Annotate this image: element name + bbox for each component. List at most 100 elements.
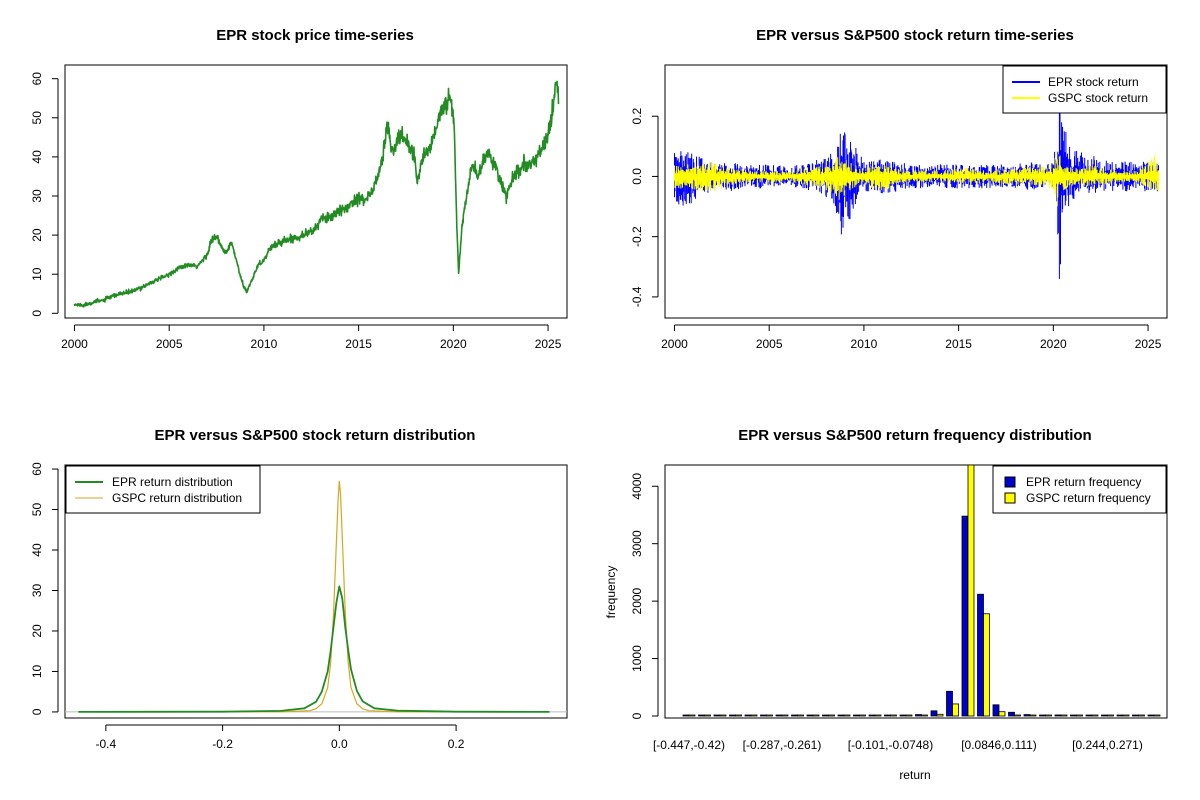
distribution-x-tick-label: 0.2 — [448, 737, 465, 751]
gspc-frequency-bar — [704, 714, 711, 717]
frequency-x-tick-label: [0.0846,0.111) — [961, 738, 1037, 752]
epr-frequency-bar — [961, 515, 969, 717]
gspc-frequency-bar — [688, 714, 696, 717]
legend-label-epr-return: EPR stock return — [1048, 75, 1139, 89]
price-x-tick-label: 2000 — [61, 337, 88, 351]
frequency-y-axis-label: frequency — [604, 566, 618, 619]
legend-swatch-gspc-frequency — [1004, 492, 1016, 504]
gspc-frequency-bar — [859, 714, 866, 717]
epr-frequency-bar — [698, 714, 705, 717]
distribution-y-tick-label: 60 — [30, 462, 44, 476]
price-plot-box — [64, 64, 568, 319]
gspc-frequency-bar — [952, 703, 959, 717]
epr-frequency-bar — [744, 714, 752, 717]
legend-swatch-epr-frequency — [1004, 476, 1016, 488]
return-ts-chart-panel: EPR versus S&P500 stock return time-seri… — [630, 27, 1168, 351]
epr-frequency-bar — [1147, 714, 1155, 717]
epr-frequency-bar — [992, 704, 1000, 717]
frequency-y-tick-label: 4000 — [630, 473, 644, 500]
price-y-tick-label: 0 — [30, 310, 44, 317]
legend-label-epr-distribution: EPR return distribution — [112, 475, 233, 489]
gspc-frequency-bar — [1060, 714, 1068, 717]
epr-frequency-bar — [775, 714, 783, 717]
return-ts-y-tick-label: 0.0 — [630, 168, 644, 185]
epr-frequency-bar — [977, 593, 984, 717]
gspc-frequency-bar — [797, 714, 804, 717]
epr-frequency-bar — [899, 714, 907, 717]
gspc-frequency-bar — [905, 714, 913, 717]
epr-frequency-bar — [760, 714, 767, 717]
price-y-tick-label: 50 — [30, 111, 44, 125]
gspc-frequency-bar — [936, 713, 944, 717]
gspc-frequency-bar — [983, 613, 990, 717]
frequency-x-tick-label: [0.244,0.271) — [1072, 738, 1143, 752]
distribution-chart-title: EPR versus S&P500 stock return distribut… — [155, 427, 476, 444]
price-x-tick-label: 2010 — [251, 337, 278, 351]
gspc-frequency-bar — [967, 464, 975, 717]
distribution-y-tick-label: 10 — [30, 664, 44, 678]
gspc-frequency-bar — [1014, 714, 1021, 717]
return-ts-x-tick-label: 2010 — [851, 337, 878, 351]
price-y-tick-label: 40 — [30, 150, 44, 164]
distribution-x-tick-label: 0.0 — [331, 737, 348, 751]
gspc-frequency-bar — [828, 714, 835, 717]
gspc-frequency-bar — [1107, 714, 1114, 717]
return-ts-y-tick-label: -0.4 — [630, 286, 644, 307]
distribution-y-tick-label: 40 — [30, 543, 44, 557]
return-ts-chart-title: EPR versus S&P500 stock return time-seri… — [756, 27, 1074, 44]
frequency-x-tick-label: [-0.101,-0.0748) — [848, 738, 933, 752]
gspc-frequency-bar — [1029, 714, 1037, 717]
legend-label-gspc-return: GSPC stock return — [1048, 91, 1148, 105]
epr-return-series — [674, 98, 1159, 279]
epr-frequency-bar — [822, 714, 829, 717]
price-chart-panel: EPR stock price time-series 2000 2005 2010… — [30, 27, 568, 351]
price-chart-title: EPR stock price time-series — [216, 27, 414, 44]
gspc-frequency-bar — [843, 714, 851, 717]
epr-frequency-bar — [1101, 714, 1108, 717]
distribution-plot-box — [64, 464, 568, 719]
frequency-legend-box — [992, 465, 1167, 514]
legend-label-epr-frequency: EPR return frequency — [1026, 475, 1141, 489]
distribution-x-tick-label: -0.2 — [212, 737, 233, 751]
epr-price-line — [73, 80, 560, 308]
epr-frequency-bar — [1070, 714, 1077, 717]
frequency-y-tick-label: 1000 — [630, 645, 644, 672]
frequency-legend: EPR return frequency GSPC return frequen… — [992, 465, 1167, 514]
return-ts-x-tick-label: 2000 — [661, 337, 688, 351]
distribution-legend: EPR return distribution GSPC return dist… — [65, 465, 261, 514]
distribution-y-tick-label: 0 — [30, 708, 44, 715]
frequency-y-tick-label: 2000 — [630, 587, 644, 614]
epr-frequency-bar — [1008, 711, 1015, 717]
epr-frequency-bar — [713, 714, 721, 717]
return-ts-x-tick-label: 2020 — [1040, 337, 1067, 351]
epr-frequency-bar — [915, 714, 922, 717]
price-x-tick-label: 2025 — [535, 337, 562, 351]
epr-frequency-bar — [946, 690, 953, 717]
return-ts-y-tick-label: 0.2 — [630, 108, 644, 125]
epr-frequency-bar — [930, 710, 938, 717]
epr-frequency-bar — [837, 714, 845, 717]
epr-frequency-bar — [791, 714, 798, 717]
gspc-frequency-bar — [890, 714, 897, 717]
distribution-chart-panel: EPR versus S&P500 stock return distribut… — [30, 427, 568, 751]
distribution-y-tick-label: 20 — [30, 624, 44, 638]
frequency-chart-panel: EPR versus S&P500 return frequency distr… — [604, 427, 1168, 782]
gspc-frequency-bar — [812, 714, 820, 717]
epr-frequency-bar — [729, 714, 736, 717]
gspc-frequency-bar — [735, 714, 742, 717]
epr-frequency-bar — [1023, 714, 1031, 717]
frequency-x-tick-label: [-0.447,-0.42) — [653, 738, 725, 752]
gspc-frequency-bar — [998, 711, 1006, 717]
epr-frequency-bar — [868, 714, 876, 717]
return-ts-legend: EPR stock return GSPC stock return — [1002, 65, 1167, 114]
price-y-tick-label: 10 — [30, 267, 44, 281]
gspc-frequency-bar — [1122, 714, 1130, 717]
gspc-frequency-bar — [766, 714, 773, 717]
epr-frequency-bar — [1132, 714, 1139, 717]
gspc-frequency-bar — [719, 714, 727, 717]
distribution-legend-box — [65, 465, 261, 514]
epr-frequency-bar — [853, 714, 860, 717]
gspc-return-series — [674, 155, 1159, 207]
return-ts-x-tick-label: 2005 — [756, 337, 783, 351]
